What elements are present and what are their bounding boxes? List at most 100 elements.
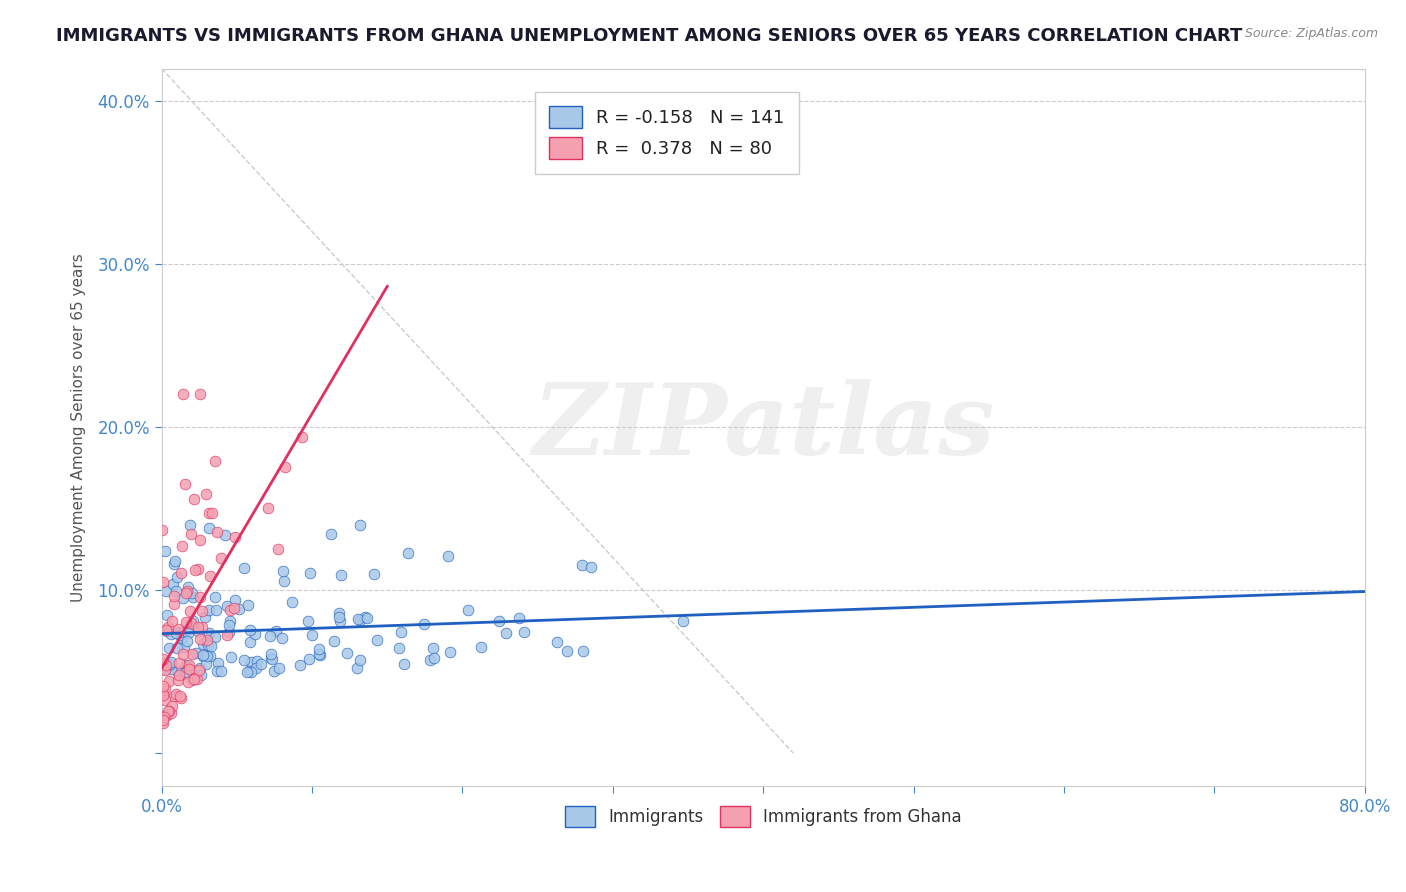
Point	[243, 627, 266, 641]
Text: ZIPatlas: ZIPatlas	[531, 379, 994, 475]
Point	[167, 673, 190, 687]
Point	[264, 624, 287, 638]
Point	[170, 690, 193, 705]
Point	[165, 583, 187, 598]
Point	[152, 688, 174, 702]
Point	[398, 546, 420, 560]
Point	[181, 591, 204, 605]
Point	[354, 610, 377, 624]
Point	[165, 688, 187, 702]
Point	[198, 520, 221, 534]
Point	[194, 609, 217, 624]
Point	[174, 657, 197, 672]
Point	[239, 665, 262, 679]
Point	[193, 637, 215, 651]
Point	[163, 557, 186, 571]
Point	[197, 638, 219, 652]
Point	[513, 625, 536, 640]
Point	[181, 648, 204, 662]
Point	[160, 662, 183, 676]
Point	[153, 710, 176, 724]
Point	[157, 704, 180, 718]
Point	[328, 606, 350, 620]
Point	[183, 672, 205, 686]
Point	[166, 665, 188, 679]
Point	[389, 624, 412, 639]
Point	[156, 624, 179, 638]
Point	[177, 662, 200, 676]
Point	[195, 657, 218, 671]
Point	[155, 544, 177, 558]
Point	[177, 660, 200, 674]
Point	[579, 560, 602, 574]
Point	[308, 642, 330, 657]
Point	[165, 554, 187, 568]
Point	[172, 647, 194, 661]
Point	[346, 612, 368, 626]
Point	[256, 500, 278, 515]
Point	[153, 681, 176, 695]
Point	[186, 646, 208, 660]
Point	[177, 625, 200, 640]
Point	[249, 657, 271, 671]
Point	[290, 657, 312, 672]
Point	[195, 648, 218, 663]
Point	[152, 713, 174, 727]
Point	[291, 430, 314, 444]
Point	[172, 387, 194, 401]
Point	[495, 625, 517, 640]
Text: Source: ZipAtlas.com: Source: ZipAtlas.com	[1244, 27, 1378, 40]
Point	[309, 648, 332, 662]
Point	[423, 651, 446, 665]
Point	[273, 564, 295, 578]
Point	[269, 660, 291, 674]
Point	[207, 656, 229, 670]
Point	[160, 627, 183, 641]
Point	[197, 602, 219, 616]
Text: IMMIGRANTS VS IMMIGRANTS FROM GHANA UNEMPLOYMENT AMONG SENIORS OVER 65 YEARS COR: IMMIGRANTS VS IMMIGRANTS FROM GHANA UNEM…	[56, 27, 1243, 45]
Point	[457, 603, 479, 617]
Point	[232, 653, 254, 667]
Point	[155, 663, 177, 677]
Point	[273, 574, 295, 588]
Point	[555, 643, 578, 657]
Point	[363, 566, 385, 581]
Point	[197, 633, 219, 648]
Point	[179, 657, 201, 672]
Point	[236, 599, 259, 613]
Point	[205, 525, 228, 540]
Point	[239, 623, 262, 637]
Point	[167, 623, 190, 637]
Point	[157, 620, 180, 634]
Point	[150, 659, 173, 673]
Point	[218, 614, 240, 628]
Point	[224, 593, 246, 607]
Point	[263, 664, 285, 678]
Point	[672, 614, 695, 628]
Point	[157, 704, 180, 718]
Point	[150, 523, 173, 537]
Point	[240, 655, 263, 669]
Point	[262, 651, 284, 665]
Point	[191, 604, 214, 618]
Point	[184, 671, 207, 685]
Point	[173, 640, 195, 654]
Point	[209, 550, 232, 565]
Point	[156, 707, 179, 722]
Point	[245, 661, 267, 675]
Point	[188, 590, 211, 604]
Point	[174, 476, 197, 491]
Point	[204, 591, 226, 605]
Point	[187, 624, 209, 639]
Point	[246, 654, 269, 668]
Point	[176, 634, 198, 648]
Point	[155, 657, 177, 672]
Point	[177, 674, 200, 689]
Point	[349, 653, 371, 667]
Point	[159, 659, 181, 673]
Point	[209, 664, 232, 678]
Point	[174, 665, 197, 679]
Point	[200, 639, 222, 653]
Point	[188, 533, 211, 547]
Point	[191, 648, 214, 663]
